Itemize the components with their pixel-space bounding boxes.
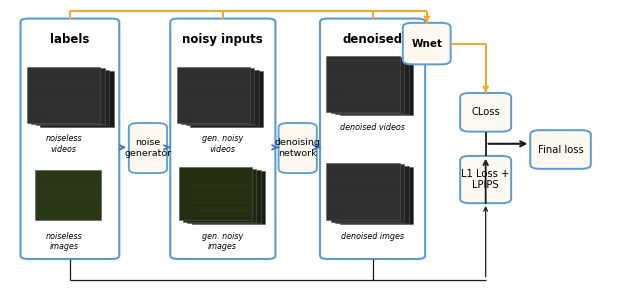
Text: Final loss: Final loss [538, 144, 584, 155]
FancyBboxPatch shape [403, 23, 451, 64]
FancyBboxPatch shape [331, 164, 404, 222]
FancyBboxPatch shape [320, 18, 425, 259]
FancyBboxPatch shape [326, 163, 399, 220]
FancyBboxPatch shape [190, 71, 263, 127]
FancyBboxPatch shape [179, 167, 252, 220]
FancyBboxPatch shape [20, 18, 119, 259]
FancyBboxPatch shape [177, 67, 250, 123]
FancyBboxPatch shape [36, 70, 109, 125]
FancyBboxPatch shape [31, 68, 104, 124]
Text: labels: labels [50, 33, 90, 46]
FancyBboxPatch shape [188, 170, 260, 223]
Text: noisy inputs: noisy inputs [182, 33, 263, 46]
FancyBboxPatch shape [181, 68, 254, 124]
FancyBboxPatch shape [326, 56, 399, 112]
FancyBboxPatch shape [460, 156, 511, 203]
Text: denoised: denoised [342, 33, 403, 46]
Text: noiseless
videos: noiseless videos [45, 134, 82, 154]
FancyBboxPatch shape [460, 93, 511, 131]
FancyBboxPatch shape [170, 18, 275, 259]
Text: gen. noisy
images: gen. noisy images [202, 232, 243, 251]
FancyBboxPatch shape [331, 57, 404, 113]
Text: gen. noisy
videos: gen. noisy videos [202, 134, 243, 154]
Text: denoising
network: denoising network [275, 138, 321, 158]
FancyBboxPatch shape [129, 123, 167, 173]
FancyBboxPatch shape [278, 123, 317, 173]
FancyBboxPatch shape [335, 58, 408, 114]
Text: noise
generator: noise generator [124, 138, 172, 158]
FancyBboxPatch shape [340, 59, 413, 115]
FancyBboxPatch shape [183, 168, 256, 222]
FancyBboxPatch shape [27, 67, 100, 123]
Text: denoised videos: denoised videos [340, 123, 404, 132]
FancyBboxPatch shape [531, 130, 591, 169]
Text: denoised imges: denoised imges [340, 232, 404, 241]
Text: Wnet: Wnet [412, 39, 442, 49]
FancyBboxPatch shape [335, 166, 408, 223]
FancyBboxPatch shape [340, 167, 413, 224]
Text: noiseless
images: noiseless images [45, 232, 82, 251]
FancyBboxPatch shape [35, 170, 101, 220]
FancyBboxPatch shape [192, 171, 265, 224]
FancyBboxPatch shape [40, 71, 113, 127]
Text: CLoss: CLoss [471, 107, 500, 117]
Text: L1 Loss +
LPIPS: L1 Loss + LPIPS [461, 169, 510, 190]
FancyBboxPatch shape [186, 70, 259, 125]
